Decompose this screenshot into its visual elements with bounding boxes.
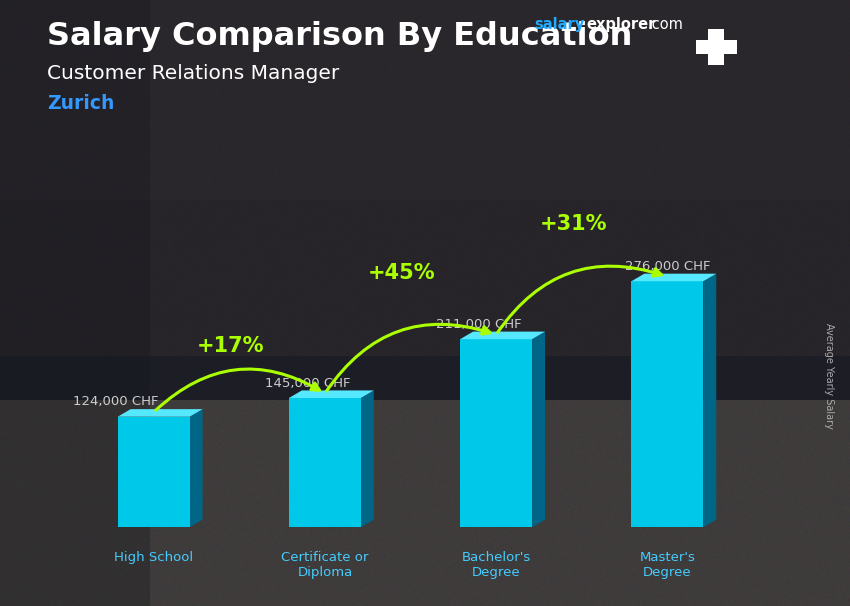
Text: .com: .com xyxy=(648,17,683,32)
Text: +31%: +31% xyxy=(540,214,607,234)
Polygon shape xyxy=(117,417,190,527)
Text: High School: High School xyxy=(114,551,193,564)
Text: salary: salary xyxy=(534,17,584,32)
Text: explorer: explorer xyxy=(586,17,656,32)
Text: +17%: +17% xyxy=(197,336,264,356)
Polygon shape xyxy=(190,409,202,527)
Polygon shape xyxy=(289,390,374,398)
Polygon shape xyxy=(460,331,545,339)
Text: 276,000 CHF: 276,000 CHF xyxy=(625,260,710,273)
Text: 211,000 CHF: 211,000 CHF xyxy=(436,318,522,331)
Text: +45%: +45% xyxy=(368,262,436,282)
Polygon shape xyxy=(117,409,202,417)
Polygon shape xyxy=(632,281,703,527)
Polygon shape xyxy=(632,274,717,281)
Text: Certificate or
Diploma: Certificate or Diploma xyxy=(281,551,369,579)
Text: Salary Comparison By Education: Salary Comparison By Education xyxy=(47,21,632,52)
Text: Average Yearly Salary: Average Yearly Salary xyxy=(824,323,834,428)
Text: Zurich: Zurich xyxy=(47,94,114,113)
Polygon shape xyxy=(361,390,374,527)
Text: Customer Relations Manager: Customer Relations Manager xyxy=(47,64,339,82)
Polygon shape xyxy=(460,339,532,527)
Polygon shape xyxy=(703,274,717,527)
Text: Bachelor's
Degree: Bachelor's Degree xyxy=(462,551,530,579)
Text: 145,000 CHF: 145,000 CHF xyxy=(265,376,350,390)
Polygon shape xyxy=(532,331,545,527)
Text: 124,000 CHF: 124,000 CHF xyxy=(73,395,159,408)
Text: Master's
Degree: Master's Degree xyxy=(639,551,695,579)
Bar xyxy=(708,28,723,65)
Polygon shape xyxy=(289,398,361,527)
Bar xyxy=(695,40,736,54)
